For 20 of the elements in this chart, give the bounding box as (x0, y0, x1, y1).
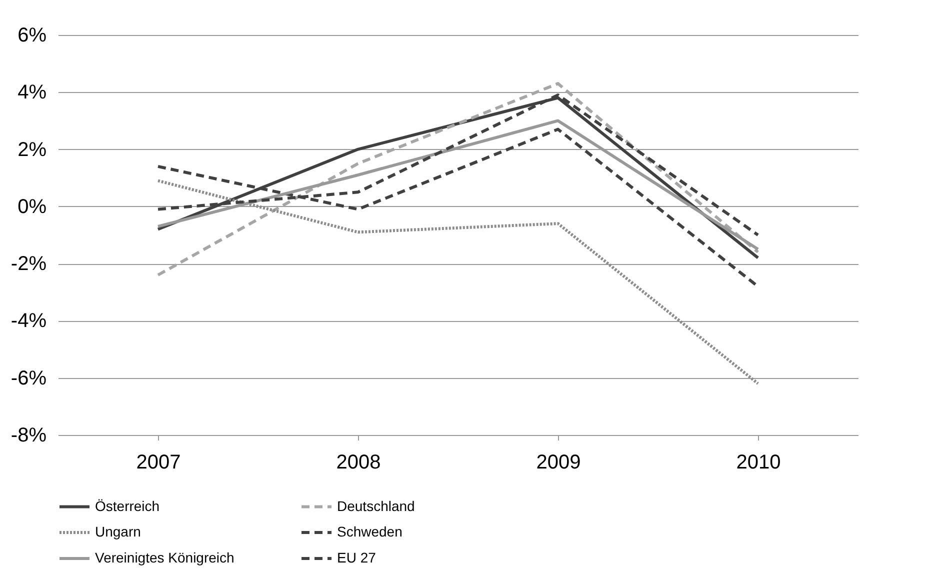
x-tick-label: 2008 (336, 452, 381, 474)
y-tick-label: -6% (10, 367, 47, 390)
y-tick-label: 0% (18, 196, 47, 218)
x-tick-label: 2010 (736, 452, 781, 474)
line-series (156, 82, 760, 276)
y-tick-label: 2% (18, 138, 47, 161)
legend-label: EU 27 (337, 550, 376, 566)
legend-label: Schweden (337, 524, 402, 540)
y-tick-label: -2% (10, 253, 47, 276)
legend-label: Ungarn (95, 524, 141, 540)
x-tick-label: 2009 (536, 452, 581, 474)
y-tick-label: -4% (10, 310, 47, 332)
x-tick-label: 2007 (136, 452, 181, 474)
y-tick-label: 4% (18, 82, 47, 104)
line-series (156, 179, 760, 386)
legend-label: Österreich (95, 498, 160, 514)
y-tick-label: -8% (10, 424, 47, 446)
legend-label: Vereinigtes Königreich (95, 550, 234, 566)
y-tick-label: 6% (18, 24, 47, 46)
legend-label: Deutschland (337, 498, 415, 514)
